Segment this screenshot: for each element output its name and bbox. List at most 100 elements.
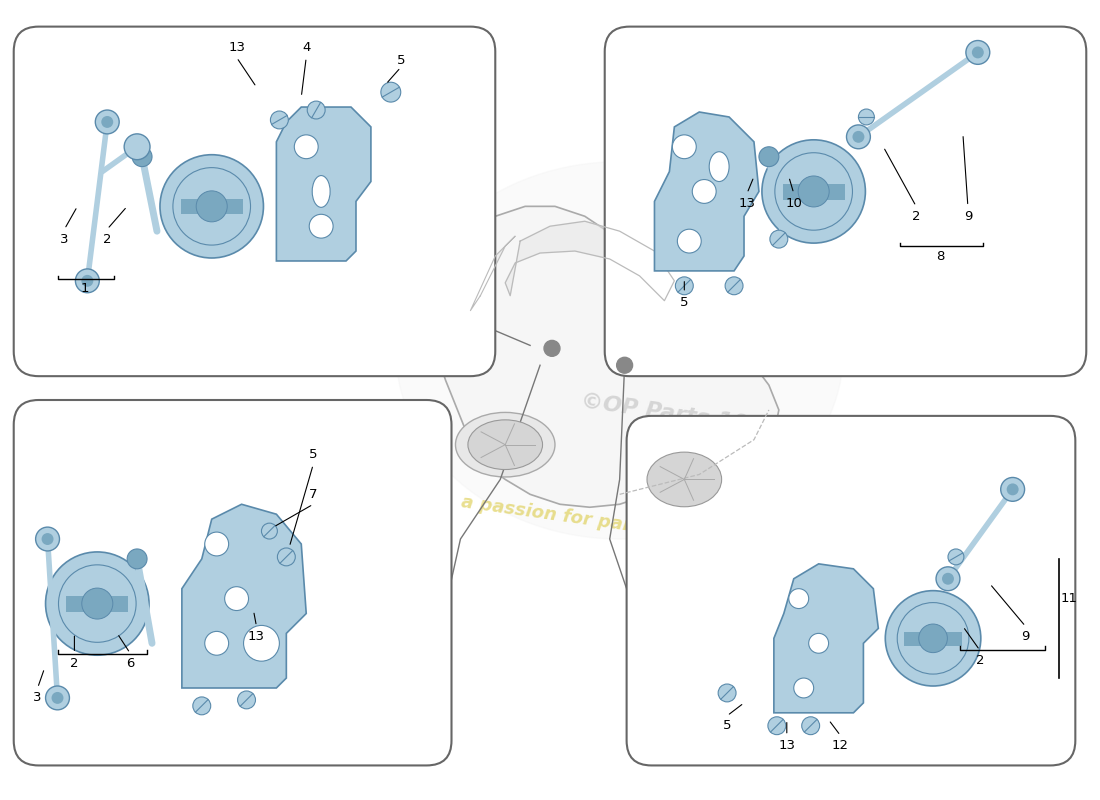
Circle shape: [858, 109, 874, 125]
Text: 6: 6: [125, 657, 134, 670]
Text: 11: 11: [1060, 592, 1078, 605]
Text: 4: 4: [302, 41, 310, 54]
Circle shape: [52, 692, 64, 704]
Circle shape: [718, 684, 736, 702]
Circle shape: [128, 549, 147, 569]
Ellipse shape: [312, 175, 330, 207]
Bar: [180, 199, 243, 206]
Circle shape: [768, 717, 785, 734]
Circle shape: [1001, 478, 1024, 502]
Ellipse shape: [468, 420, 542, 470]
Ellipse shape: [647, 452, 722, 506]
Circle shape: [224, 586, 249, 610]
Circle shape: [295, 135, 318, 158]
Circle shape: [808, 634, 828, 654]
Text: 13: 13: [228, 41, 245, 54]
Circle shape: [972, 46, 983, 58]
Circle shape: [617, 358, 632, 373]
Text: 8: 8: [936, 250, 944, 262]
Text: 13: 13: [738, 197, 756, 210]
FancyBboxPatch shape: [627, 416, 1076, 766]
Text: 7: 7: [309, 488, 318, 501]
Text: 2: 2: [976, 654, 984, 666]
Circle shape: [852, 131, 865, 142]
Bar: [904, 635, 961, 642]
Circle shape: [277, 548, 295, 566]
Ellipse shape: [799, 176, 829, 207]
Circle shape: [936, 567, 960, 590]
Circle shape: [81, 275, 94, 286]
Text: a passion for parts.com: a passion for parts.com: [460, 494, 700, 545]
FancyBboxPatch shape: [605, 26, 1087, 376]
Circle shape: [76, 269, 99, 293]
Circle shape: [725, 277, 742, 294]
Circle shape: [678, 229, 701, 253]
Text: 13: 13: [779, 739, 795, 752]
Text: ©OP Parts 1995: ©OP Parts 1995: [579, 391, 780, 438]
Circle shape: [309, 214, 333, 238]
Circle shape: [271, 111, 288, 129]
Circle shape: [205, 532, 229, 556]
Polygon shape: [430, 206, 779, 507]
Circle shape: [759, 146, 779, 166]
Text: 5: 5: [396, 54, 405, 67]
Polygon shape: [276, 107, 371, 261]
Ellipse shape: [918, 624, 947, 653]
Circle shape: [692, 179, 716, 203]
Circle shape: [96, 110, 119, 134]
Bar: [782, 193, 845, 199]
Bar: [782, 184, 845, 191]
Text: 9: 9: [964, 210, 972, 222]
Circle shape: [672, 135, 696, 158]
Circle shape: [794, 678, 814, 698]
Text: 5: 5: [680, 296, 689, 309]
Circle shape: [966, 41, 990, 64]
Circle shape: [192, 697, 211, 714]
Polygon shape: [182, 504, 306, 688]
Circle shape: [544, 341, 560, 356]
FancyBboxPatch shape: [13, 400, 451, 766]
FancyBboxPatch shape: [13, 26, 495, 376]
Circle shape: [35, 527, 59, 551]
Circle shape: [802, 717, 820, 734]
Bar: [66, 605, 129, 612]
Circle shape: [847, 125, 870, 149]
Ellipse shape: [45, 552, 148, 655]
Circle shape: [101, 116, 113, 128]
Circle shape: [42, 533, 54, 545]
Circle shape: [789, 589, 808, 609]
Text: 5: 5: [309, 448, 318, 461]
Bar: [782, 189, 845, 195]
Bar: [180, 203, 243, 210]
Ellipse shape: [396, 162, 844, 539]
Text: 2: 2: [103, 233, 111, 246]
Circle shape: [243, 626, 279, 661]
Circle shape: [262, 523, 277, 539]
Ellipse shape: [160, 154, 264, 258]
Circle shape: [381, 82, 400, 102]
Circle shape: [942, 573, 954, 585]
Circle shape: [238, 691, 255, 709]
Ellipse shape: [762, 140, 866, 243]
Ellipse shape: [710, 152, 729, 182]
Text: 3: 3: [60, 233, 68, 246]
Circle shape: [124, 134, 150, 160]
Ellipse shape: [196, 191, 228, 222]
Polygon shape: [774, 564, 878, 713]
Bar: [66, 597, 129, 603]
Circle shape: [770, 230, 788, 248]
Text: 10: 10: [785, 197, 802, 210]
Ellipse shape: [455, 413, 556, 477]
Circle shape: [205, 631, 229, 655]
Ellipse shape: [635, 445, 734, 514]
Text: 5: 5: [723, 719, 732, 732]
Bar: [904, 639, 961, 646]
Text: 2: 2: [912, 210, 921, 222]
Bar: [180, 207, 243, 214]
Polygon shape: [471, 236, 515, 310]
Polygon shape: [505, 222, 674, 301]
Circle shape: [948, 549, 964, 565]
Text: 3: 3: [33, 691, 42, 705]
Circle shape: [675, 277, 693, 294]
Ellipse shape: [886, 590, 981, 686]
